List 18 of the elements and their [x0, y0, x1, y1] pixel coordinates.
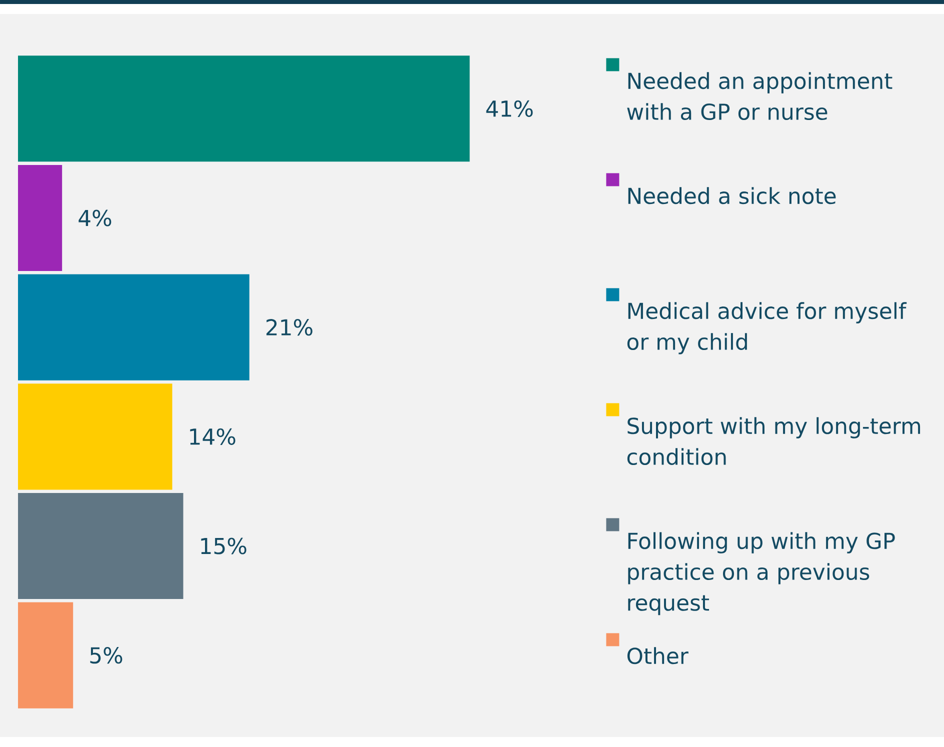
bar — [18, 164, 62, 272]
y-tick-label: Following up with my GP practice on a previous request — [628, 532, 895, 616]
y-tick-label: Medical advice for myself or my child — [627, 302, 907, 354]
bar — [18, 384, 172, 490]
data-label: 4% — [78, 210, 112, 226]
bar — [18, 602, 74, 708]
data-label: 14% — [190, 428, 236, 445]
y-tick-label: Needed an appointment with a GP or nurse — [627, 72, 892, 120]
y-tick-label: Other — [627, 647, 688, 664]
bar — [18, 492, 184, 600]
data-label: 41% — [486, 100, 533, 117]
y-tick-label: Needed a sick note — [628, 187, 836, 204]
data-label: 15% — [201, 538, 246, 554]
bar — [18, 56, 470, 162]
bar — [18, 274, 250, 380]
data-label: 21% — [266, 319, 312, 336]
y-tick-label: Support with my long-term condition — [627, 417, 920, 466]
data-label: 5% — [90, 647, 122, 664]
